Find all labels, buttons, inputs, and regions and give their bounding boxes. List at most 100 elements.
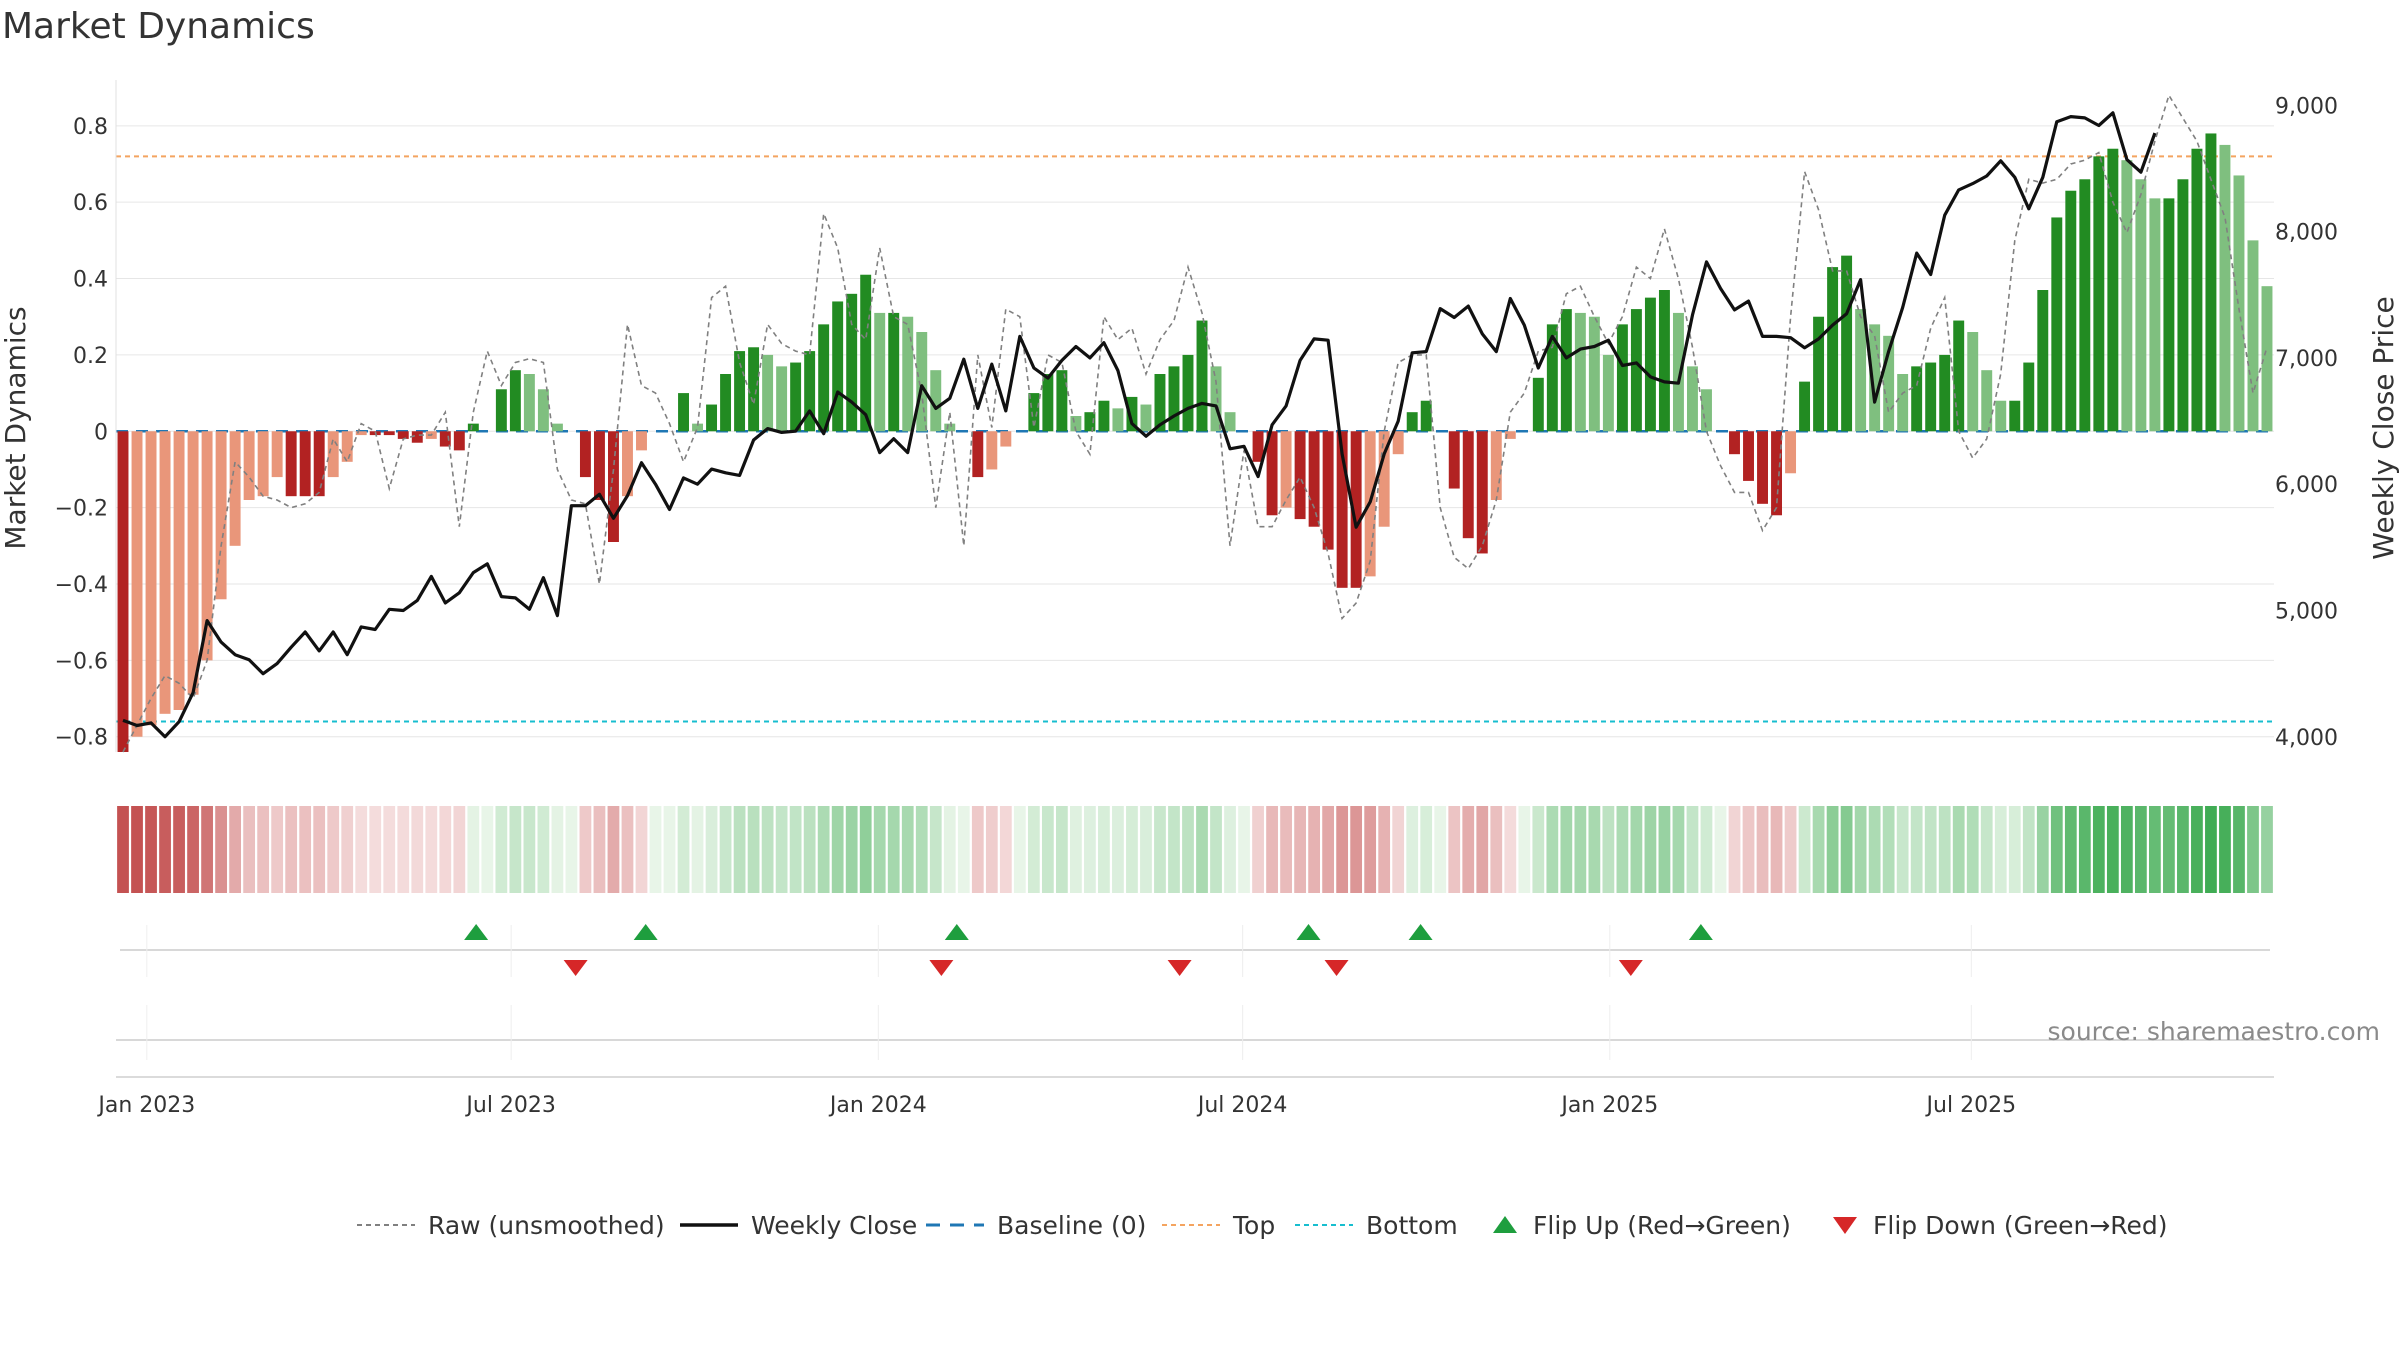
dynamics-bar (1112, 408, 1124, 432)
regime-cell (1938, 806, 1951, 893)
regime-cell (1910, 806, 1923, 893)
regime-cell (1448, 806, 1461, 893)
regime-cell (397, 806, 410, 893)
dynamics-bar (1616, 324, 1628, 432)
regime-cell (453, 806, 466, 893)
flip-down-marker (563, 960, 588, 976)
dynamics-bar (1154, 374, 1166, 432)
regime-cell (1238, 806, 1250, 893)
regime-cell (1574, 806, 1587, 893)
raw-line (122, 93, 2268, 753)
dynamics-bar (832, 301, 844, 432)
regime-cell (411, 806, 424, 893)
dynamics-bar (1967, 332, 1979, 432)
regime-cell (1952, 806, 1965, 893)
regime-cell (1013, 806, 1026, 893)
dynamics-bar (1743, 431, 1754, 481)
regime-cell (271, 806, 284, 893)
regime-cell (747, 806, 760, 893)
left-tick-label: 0.2 (73, 344, 108, 369)
dynamics-bar (1546, 324, 1558, 432)
dynamics-bar (636, 431, 647, 451)
regime-cell (649, 806, 662, 893)
regime-cell (173, 806, 185, 893)
regime-cell (1126, 806, 1138, 893)
x-axis: Jan 2023 Jul 2023 Jan 2024 Jul 2024 Jan 2025… (96, 925, 2274, 1118)
regime-cell (817, 806, 830, 893)
regime-cell (1140, 806, 1152, 893)
dynamics-bar (537, 389, 549, 432)
dynamics-bar (257, 431, 269, 497)
dynamics-bar (1757, 431, 1768, 504)
regime-cell (831, 806, 844, 893)
regime-cell (229, 806, 241, 893)
dynamics-bar (1883, 335, 1895, 432)
dynamics-bar (2037, 290, 2049, 432)
regime-cell (1756, 806, 1769, 893)
dynamics-bar (2023, 362, 2035, 432)
dynamics-bar (1084, 412, 1096, 432)
dynamics-bar (1126, 396, 1138, 432)
regime-cell (1966, 806, 1979, 893)
dynamics-bar (1294, 431, 1306, 520)
right-tick-label: 6,000 (2275, 473, 2338, 498)
legend-swatch-flip-up (1493, 1216, 1517, 1233)
dynamics-bar (341, 431, 353, 462)
dynamics-bar (1953, 320, 1965, 432)
regime-cell (1070, 806, 1082, 893)
dynamics-bar (888, 312, 900, 432)
regime-cell (495, 806, 508, 893)
regime-cell (1812, 806, 1825, 893)
regime-cell (915, 806, 928, 893)
dynamics-bar (874, 312, 886, 432)
regime-cell (803, 806, 816, 893)
dynamics-bar (1771, 431, 1783, 516)
regime-cell (1798, 806, 1811, 893)
regime-cell (593, 806, 606, 893)
regime-cell (2233, 806, 2245, 893)
dynamics-bar (327, 431, 339, 478)
dynamics-bar (1701, 389, 1712, 432)
dynamics-bar (2205, 133, 2217, 432)
regime-cell (957, 806, 970, 893)
dynamics-bar (229, 431, 241, 546)
dynamics-bar (902, 316, 914, 432)
flip-down-marker (1167, 960, 1192, 976)
regime-cell (2191, 806, 2203, 893)
dynamics-bar (1897, 374, 1909, 432)
dynamics-bar (1406, 412, 1418, 432)
regime-cell (1882, 806, 1895, 893)
dynamics-bar (411, 431, 423, 443)
dynamics-bar (930, 370, 942, 432)
regime-cell (1210, 806, 1222, 893)
dynamics-bar (692, 423, 704, 432)
dynamics-bar (776, 366, 788, 432)
regime-cell (2261, 806, 2273, 893)
regime-cell (201, 806, 213, 893)
dynamics-bar (1560, 309, 1572, 432)
flip-markers (116, 924, 2270, 1041)
dynamics-bar (2065, 190, 2077, 432)
regime-cell (1168, 806, 1180, 893)
x-tick-label: Jul 2024 (1196, 1093, 1288, 1118)
legend-label-bottom: Bottom (1366, 1211, 1458, 1240)
regime-strip (117, 806, 2273, 893)
right-tick-label: 8,000 (2275, 221, 2338, 246)
regime-cell (2022, 806, 2035, 893)
dynamics-bar (1504, 431, 1516, 439)
dynamics-bar (2261, 286, 2273, 432)
right-tick-label: 9,000 (2275, 94, 2338, 119)
dynamics-bar (1630, 309, 1642, 432)
regime-cell (187, 806, 199, 893)
regime-cell (1518, 806, 1531, 893)
regime-cell (2134, 806, 2147, 893)
dynamics-bar (1350, 431, 1362, 588)
regime-cell (1182, 806, 1194, 893)
dynamics-bar (1042, 374, 1054, 432)
dynamics-bar (1000, 431, 1012, 447)
dynamics-bar (1266, 431, 1278, 516)
regime-cell (621, 806, 634, 893)
regime-cell (1364, 806, 1377, 893)
regime-cell (481, 806, 494, 893)
